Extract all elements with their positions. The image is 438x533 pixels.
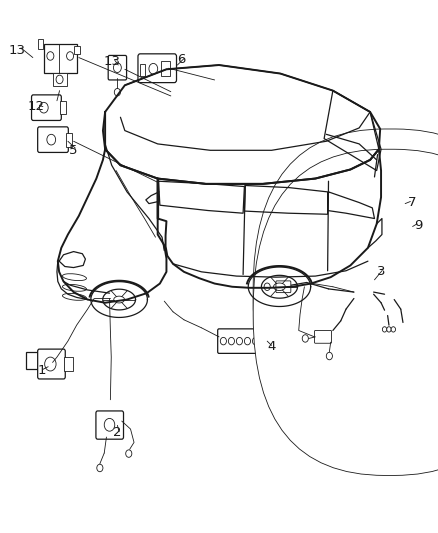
FancyBboxPatch shape bbox=[353, 284, 375, 300]
Circle shape bbox=[326, 352, 332, 360]
Circle shape bbox=[237, 337, 243, 345]
Circle shape bbox=[391, 327, 396, 332]
Text: 9: 9 bbox=[414, 219, 423, 232]
FancyBboxPatch shape bbox=[138, 54, 177, 83]
Circle shape bbox=[126, 450, 132, 457]
Circle shape bbox=[113, 63, 121, 72]
Bar bbox=[26, 352, 39, 369]
FancyBboxPatch shape bbox=[96, 411, 124, 439]
Circle shape bbox=[149, 63, 158, 74]
Circle shape bbox=[104, 418, 115, 431]
Text: 1: 1 bbox=[37, 364, 46, 377]
Circle shape bbox=[220, 337, 226, 345]
Circle shape bbox=[47, 134, 56, 145]
Circle shape bbox=[53, 101, 58, 107]
Text: 6: 6 bbox=[177, 53, 186, 66]
Text: 7: 7 bbox=[407, 196, 416, 209]
Circle shape bbox=[302, 335, 308, 342]
Circle shape bbox=[382, 327, 387, 332]
Bar bbox=[374, 153, 381, 175]
FancyBboxPatch shape bbox=[32, 95, 61, 120]
Text: 13: 13 bbox=[9, 44, 26, 57]
Bar bbox=[38, 39, 43, 49]
FancyBboxPatch shape bbox=[218, 329, 277, 353]
Bar bbox=[161, 61, 170, 76]
FancyBboxPatch shape bbox=[314, 330, 332, 343]
Text: 12: 12 bbox=[28, 100, 44, 113]
FancyBboxPatch shape bbox=[253, 129, 438, 459]
FancyBboxPatch shape bbox=[38, 127, 68, 152]
Bar bbox=[44, 44, 77, 73]
Bar bbox=[53, 73, 67, 86]
Circle shape bbox=[399, 199, 407, 209]
Ellipse shape bbox=[63, 285, 86, 291]
Text: 4: 4 bbox=[267, 340, 276, 353]
FancyBboxPatch shape bbox=[38, 349, 65, 379]
Circle shape bbox=[67, 52, 74, 60]
Circle shape bbox=[409, 205, 412, 209]
Circle shape bbox=[244, 337, 251, 345]
Text: 13: 13 bbox=[103, 55, 120, 68]
Bar bbox=[66, 133, 72, 147]
FancyBboxPatch shape bbox=[393, 192, 413, 223]
FancyBboxPatch shape bbox=[276, 281, 291, 293]
Ellipse shape bbox=[63, 274, 86, 280]
Circle shape bbox=[56, 75, 63, 84]
FancyBboxPatch shape bbox=[253, 149, 438, 475]
Circle shape bbox=[409, 213, 412, 217]
Circle shape bbox=[264, 283, 270, 290]
Circle shape bbox=[268, 337, 275, 345]
Circle shape bbox=[45, 357, 56, 371]
FancyBboxPatch shape bbox=[108, 55, 127, 80]
Bar bbox=[74, 46, 80, 54]
Text: 3: 3 bbox=[377, 265, 385, 278]
Circle shape bbox=[261, 337, 267, 345]
Circle shape bbox=[47, 52, 54, 60]
Circle shape bbox=[97, 464, 103, 472]
Circle shape bbox=[409, 197, 412, 201]
Circle shape bbox=[399, 322, 407, 332]
Bar bbox=[60, 101, 66, 114]
FancyBboxPatch shape bbox=[408, 222, 424, 240]
Circle shape bbox=[114, 88, 120, 96]
Text: 2: 2 bbox=[113, 426, 122, 439]
Circle shape bbox=[252, 337, 258, 345]
Circle shape bbox=[387, 327, 391, 332]
Ellipse shape bbox=[63, 294, 86, 300]
Text: 5: 5 bbox=[69, 144, 78, 157]
Bar bbox=[64, 357, 73, 371]
Circle shape bbox=[228, 337, 234, 345]
Circle shape bbox=[39, 102, 48, 113]
Bar bbox=[140, 64, 145, 76]
